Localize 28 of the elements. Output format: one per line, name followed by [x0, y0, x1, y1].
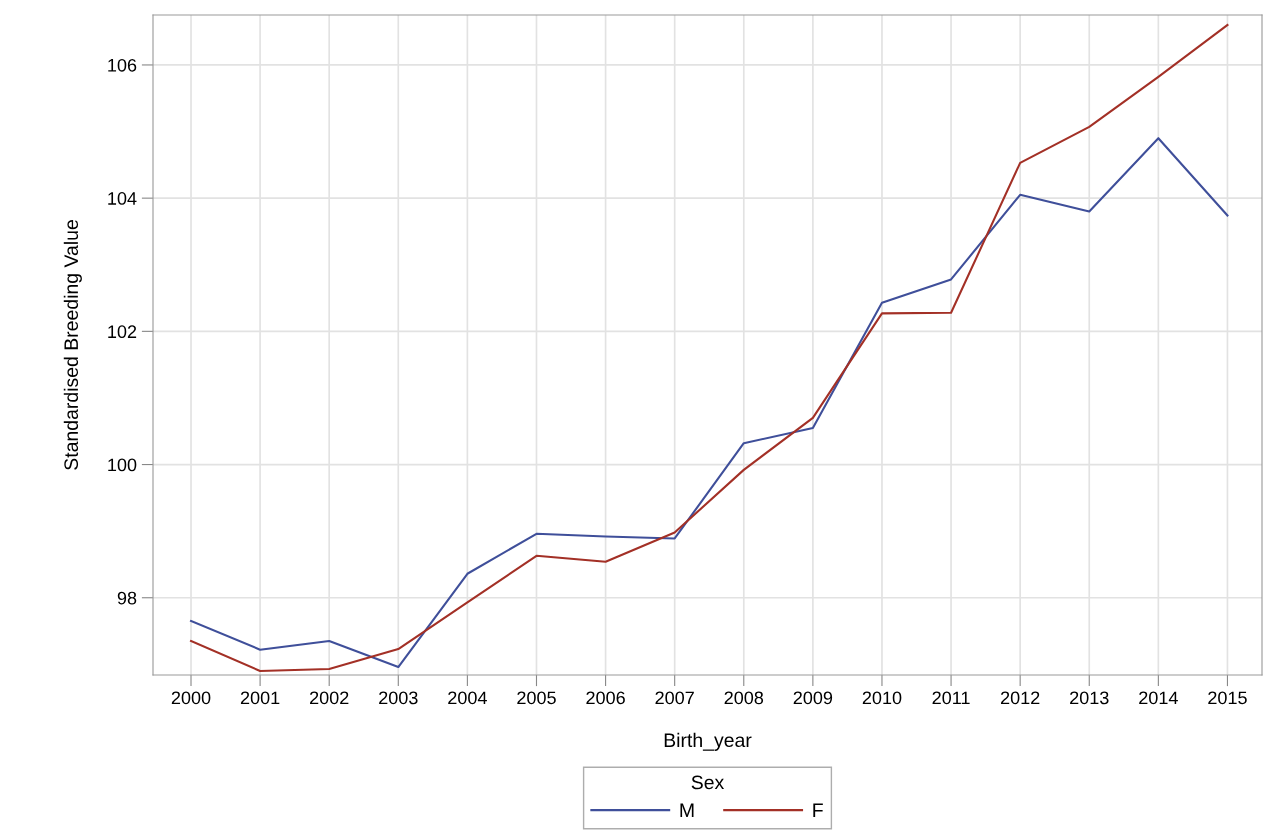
x-tick-label: 2010 — [862, 691, 902, 705]
x-tick-label: 2003 — [379, 691, 418, 705]
x-tick-label: 2005 — [517, 691, 556, 705]
line-series — [189, 137, 1229, 669]
y-tick-label: 104 — [108, 192, 137, 205]
x-tick-label: 2012 — [1000, 691, 1040, 705]
x-tick-label: 2000 — [171, 691, 211, 705]
y-tick-label: 100 — [108, 458, 137, 472]
y-tick-label: 106 — [108, 58, 137, 72]
x-axis-title: Birth_year — [664, 732, 752, 751]
x-tick-label: 2002 — [310, 691, 349, 705]
x-tick-label: 2006 — [586, 691, 625, 705]
y-tick-label: 102 — [108, 325, 137, 339]
x-tick-label: 2001 — [240, 691, 280, 705]
x-tick-label: 2013 — [1070, 691, 1109, 705]
legend-label: F — [813, 803, 823, 817]
x-tick-label: 2007 — [655, 691, 694, 705]
y-tick-label: 98 — [117, 591, 137, 605]
y-axis-title: Standardised Breeding Value — [63, 220, 82, 470]
legend-label: M — [680, 803, 694, 817]
x-tick-label: 2011 — [932, 691, 970, 705]
x-tick-label: 2004 — [448, 691, 487, 705]
legend-title: Sex — [691, 775, 725, 790]
x-tick-label: 2015 — [1208, 691, 1247, 705]
x-tick-label: 2014 — [1139, 691, 1178, 705]
x-tick-label: 2009 — [793, 691, 833, 705]
line-series — [189, 23, 1229, 673]
x-tick-label: 2008 — [724, 691, 764, 705]
